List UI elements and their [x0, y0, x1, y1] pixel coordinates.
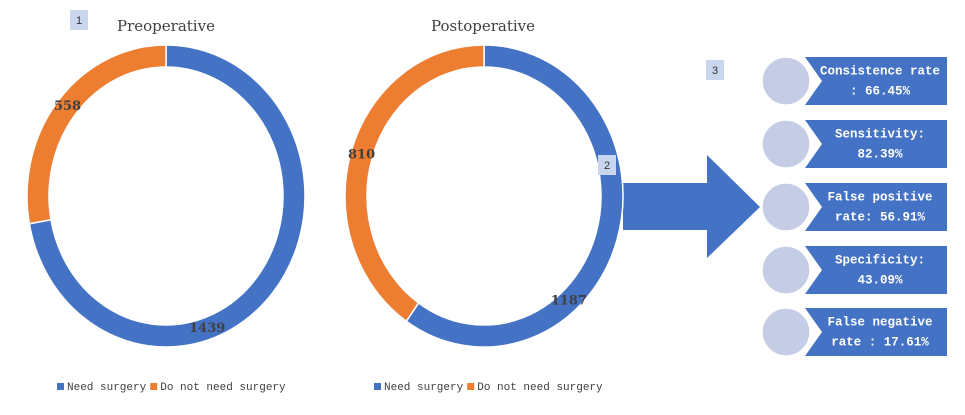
donut-segment	[405, 44, 624, 348]
arrow	[623, 155, 760, 258]
metric-box	[805, 308, 947, 356]
badge-label: 3	[712, 65, 718, 77]
metric-box	[805, 57, 947, 105]
badge-label: 2	[604, 160, 610, 172]
data-label: 558	[54, 99, 81, 114]
metric-text: 82.39%	[857, 147, 903, 161]
data-label: 810	[348, 148, 375, 163]
badge	[598, 155, 616, 175]
metric-text: 43.09%	[857, 273, 903, 287]
metric-text: rate : 17.61%	[831, 335, 929, 349]
metric-circle	[761, 182, 811, 232]
legend-swatch	[374, 383, 381, 390]
metric-box	[805, 120, 947, 168]
metric-text: Specificity:	[835, 253, 925, 267]
badge	[706, 60, 724, 80]
chart-title: Postoperative	[431, 17, 535, 35]
data-label: 1439	[189, 321, 225, 336]
legend-swatch	[57, 383, 64, 390]
metric-circle	[761, 245, 811, 295]
metric-circle	[761, 56, 811, 106]
chart-title: Preoperative	[117, 17, 215, 35]
metric-text: Sensitivity:	[835, 127, 925, 141]
badge-label: 1	[76, 15, 82, 27]
metric-text: Consistence rate	[820, 64, 940, 78]
metric-text: rate: 56.91%	[835, 210, 926, 224]
legend-label: Do not need surgery	[477, 382, 603, 394]
badge	[70, 10, 88, 30]
metric-circle	[761, 119, 811, 169]
donut-segment	[26, 44, 167, 225]
data-label: 1187	[551, 293, 587, 308]
metric-box	[805, 246, 947, 294]
metric-box	[805, 183, 947, 231]
metric-text: : 66.45%	[850, 84, 911, 98]
metric-text: False positive	[827, 190, 932, 204]
metric-circle	[761, 307, 811, 357]
metric-text: False negative	[827, 315, 932, 329]
legend-label: Need surgery	[67, 382, 147, 394]
legend-label: Do not need surgery	[160, 382, 286, 394]
donut-segment	[28, 44, 306, 348]
donut-segment	[344, 44, 485, 323]
legend-swatch	[150, 383, 158, 390]
legend-swatch	[467, 383, 475, 390]
legend-label: Need surgery	[384, 382, 464, 394]
